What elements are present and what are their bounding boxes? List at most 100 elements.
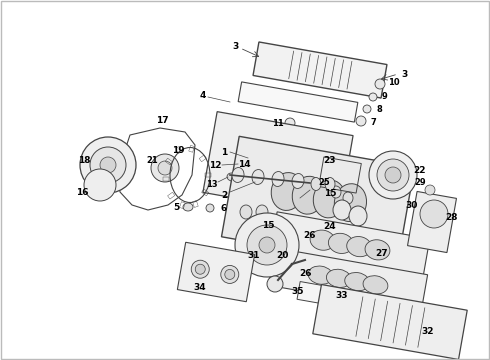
Text: 3: 3: [401, 69, 407, 78]
Ellipse shape: [328, 233, 353, 253]
Bar: [165, 158, 172, 165]
Circle shape: [84, 169, 116, 201]
Ellipse shape: [227, 173, 237, 181]
Text: 25: 25: [318, 177, 330, 186]
Polygon shape: [253, 42, 387, 98]
Ellipse shape: [326, 269, 351, 288]
Ellipse shape: [333, 200, 351, 220]
Text: 34: 34: [194, 284, 206, 292]
Bar: [176, 147, 181, 153]
Ellipse shape: [334, 184, 367, 221]
Bar: [193, 201, 198, 207]
Circle shape: [369, 93, 377, 101]
Text: 9: 9: [382, 91, 388, 100]
Ellipse shape: [343, 192, 353, 204]
Circle shape: [80, 137, 136, 193]
Ellipse shape: [259, 149, 281, 166]
Circle shape: [235, 213, 299, 277]
Text: 15: 15: [262, 220, 274, 230]
Ellipse shape: [272, 171, 284, 186]
Text: 4: 4: [200, 90, 206, 99]
Circle shape: [377, 159, 409, 191]
Ellipse shape: [311, 177, 321, 190]
Text: 13: 13: [206, 180, 218, 189]
Circle shape: [420, 200, 448, 228]
Circle shape: [356, 116, 366, 126]
Bar: [189, 145, 195, 152]
Circle shape: [259, 237, 275, 253]
Text: 21: 21: [146, 156, 158, 165]
Ellipse shape: [347, 237, 371, 257]
Text: 33: 33: [336, 291, 348, 300]
Text: 28: 28: [446, 212, 458, 221]
Text: 8: 8: [376, 104, 382, 113]
Text: 11: 11: [272, 118, 284, 127]
Text: 32: 32: [422, 328, 434, 337]
Circle shape: [158, 161, 172, 175]
Ellipse shape: [225, 269, 235, 279]
Text: 20: 20: [276, 252, 288, 261]
Text: 24: 24: [324, 221, 336, 230]
Polygon shape: [270, 212, 430, 278]
Text: 31: 31: [248, 252, 260, 261]
Text: 22: 22: [414, 166, 426, 175]
Ellipse shape: [271, 172, 303, 211]
Ellipse shape: [195, 264, 205, 274]
Bar: [199, 155, 206, 162]
Bar: [179, 202, 185, 209]
Circle shape: [267, 276, 283, 292]
Polygon shape: [313, 284, 467, 360]
Ellipse shape: [293, 155, 315, 172]
Ellipse shape: [349, 206, 367, 226]
Text: 10: 10: [388, 77, 400, 86]
Circle shape: [425, 185, 435, 195]
Polygon shape: [238, 82, 358, 122]
Ellipse shape: [252, 170, 264, 184]
Ellipse shape: [242, 146, 264, 163]
Text: 5: 5: [173, 202, 179, 212]
Polygon shape: [177, 242, 255, 302]
Text: 16: 16: [76, 188, 88, 197]
Ellipse shape: [232, 167, 244, 183]
Text: 2: 2: [221, 190, 227, 199]
Text: 1: 1: [221, 148, 227, 157]
Polygon shape: [408, 192, 457, 253]
Polygon shape: [269, 248, 428, 312]
Ellipse shape: [183, 203, 193, 211]
Ellipse shape: [363, 276, 388, 294]
Text: 3: 3: [232, 41, 238, 50]
Text: 7: 7: [370, 117, 376, 126]
Polygon shape: [203, 112, 353, 216]
Circle shape: [151, 154, 179, 182]
Circle shape: [363, 105, 371, 113]
Text: 29: 29: [414, 177, 426, 186]
Ellipse shape: [206, 204, 214, 212]
Bar: [205, 173, 211, 177]
Ellipse shape: [313, 180, 345, 218]
Circle shape: [375, 79, 385, 89]
Ellipse shape: [365, 240, 390, 260]
Polygon shape: [221, 136, 415, 268]
Ellipse shape: [240, 205, 252, 219]
Text: 17: 17: [156, 116, 168, 125]
Bar: [201, 189, 209, 196]
Text: 18: 18: [78, 156, 90, 165]
Circle shape: [247, 225, 287, 265]
Ellipse shape: [256, 205, 268, 219]
Ellipse shape: [292, 174, 304, 189]
Text: 23: 23: [324, 156, 336, 165]
Circle shape: [285, 118, 295, 128]
Text: 30: 30: [406, 201, 418, 210]
Circle shape: [100, 157, 116, 173]
Bar: [168, 192, 175, 199]
Text: 26: 26: [304, 231, 316, 240]
Ellipse shape: [331, 186, 341, 198]
Ellipse shape: [292, 176, 324, 214]
Circle shape: [369, 151, 417, 199]
Polygon shape: [297, 282, 443, 324]
Text: 27: 27: [376, 249, 388, 258]
Circle shape: [385, 167, 401, 183]
Text: 35: 35: [292, 288, 304, 297]
Text: 12: 12: [209, 161, 221, 170]
Text: 14: 14: [238, 159, 250, 168]
